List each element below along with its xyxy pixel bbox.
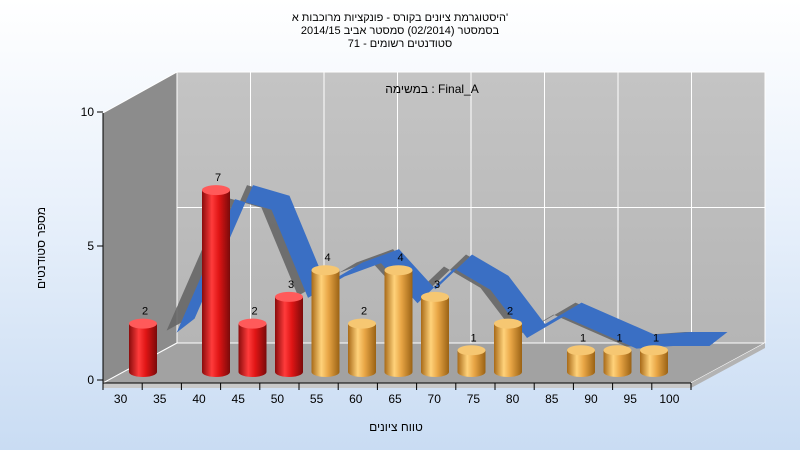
bar-value-label-90: 1 <box>580 332 586 344</box>
bar-cap-90 <box>567 345 595 356</box>
bar-value-label-50: 3 <box>288 279 294 291</box>
chart-title-line-1: היסטוגרמת ציונים בקורס - פונקציות מרוכבו… <box>291 12 509 24</box>
bar-55 <box>311 270 340 377</box>
bar-70 <box>421 296 449 377</box>
bar-65 <box>384 270 413 377</box>
x-tick-label-65: 65 <box>388 392 402 406</box>
chart-floor-front-edge <box>103 383 691 388</box>
bar-cap-30 <box>129 318 157 329</box>
x-tick-label-50: 50 <box>271 392 285 406</box>
bar-cap-65 <box>384 265 413 276</box>
x-tick-label-60: 60 <box>349 392 363 406</box>
bar-value-label-70: 3 <box>434 279 440 291</box>
x-tick-label-95: 95 <box>624 392 638 406</box>
bar-value-label-60: 2 <box>361 306 367 318</box>
x-tick-label-75: 75 <box>467 392 481 406</box>
bar-cap-60 <box>348 318 376 329</box>
bar-cap-70 <box>421 291 449 302</box>
x-tick-label-85: 85 <box>545 392 559 406</box>
bar-value-label-95: 1 <box>616 332 622 344</box>
bars-group: 2 7 2 3 4 2 4 3 1 2 1 1 1 <box>129 172 668 377</box>
y-tick-label-5: 5 <box>87 239 94 253</box>
bar-cap-40 <box>202 185 230 196</box>
bar-value-label-30: 2 <box>142 306 148 318</box>
x-tick-label-40: 40 <box>192 392 206 406</box>
bar-cap-55 <box>311 265 340 276</box>
chart-title-line-2: בסמסטר (02/2014) סמסטר אביב 2014/15 <box>300 25 500 37</box>
x-tick-label-80: 80 <box>506 392 520 406</box>
bar-80 <box>494 323 522 377</box>
bar-95 <box>603 350 632 377</box>
chart-title-line-3: סטודנטים רשומים - 71 <box>347 38 453 50</box>
bar-50 <box>275 296 303 377</box>
bar-cap-75 <box>457 345 486 356</box>
y-tick-label-10: 10 <box>81 105 95 119</box>
bar-value-label-75: 1 <box>470 332 476 344</box>
bar-value-label-100: 1 <box>653 332 659 344</box>
x-tick-label-45: 45 <box>232 392 246 406</box>
bar-value-label-65: 4 <box>397 252 403 264</box>
bar-cap-80 <box>494 318 522 329</box>
x-tick-label-100: 100 <box>659 392 679 406</box>
bar-cap-95 <box>603 345 632 356</box>
x-tick-label-90: 90 <box>584 392 598 406</box>
bar-value-label-40: 7 <box>215 172 221 184</box>
bar-45 <box>238 323 267 377</box>
y-axis-label: מספר סטודנטים <box>34 207 48 289</box>
distribution-curve <box>166 185 728 349</box>
x-tick-label-30: 30 <box>114 392 128 406</box>
assignment-annotation: במשימה : Final_A <box>385 82 479 96</box>
x-tick-label-70: 70 <box>428 392 442 406</box>
curve-ribbon <box>176 185 728 349</box>
y-tick-label-0: 0 <box>87 373 94 387</box>
x-axis-label: טווח ציונים <box>369 420 423 434</box>
bar-75 <box>457 350 486 377</box>
chart-floor-right-edge <box>691 343 765 388</box>
bar-30 <box>129 323 157 377</box>
bar-value-label-45: 2 <box>251 306 257 318</box>
bar-40 <box>202 190 230 377</box>
bar-100 <box>640 350 668 377</box>
bar-cap-50 <box>275 291 303 302</box>
bar-90 <box>567 350 595 377</box>
x-tick-label-35: 35 <box>153 392 167 406</box>
bar-cap-100 <box>640 345 668 356</box>
bar-60 <box>348 323 376 377</box>
bar-value-label-55: 4 <box>324 252 330 264</box>
bar-cap-45 <box>238 318 267 329</box>
bar-value-label-80: 2 <box>507 306 513 318</box>
axes-group: 0 5 10 30 35 40 45 50 55 60 65 70 75 80 85 90 95 100 <box>81 105 692 406</box>
x-tick-label-55: 55 <box>310 392 324 406</box>
